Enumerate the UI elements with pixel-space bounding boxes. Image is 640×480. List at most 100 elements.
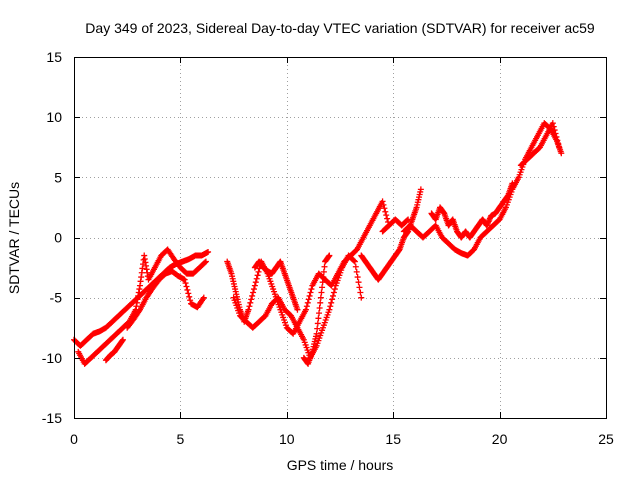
data-point-fill xyxy=(380,201,387,208)
data-point-fill xyxy=(320,274,327,281)
y-tick-label: 0 xyxy=(54,230,62,246)
data-point-fill xyxy=(306,292,313,299)
data-point xyxy=(379,198,386,205)
data-point-fill xyxy=(319,284,326,291)
data-point-fill xyxy=(247,299,254,306)
data-point-fill xyxy=(249,292,256,299)
data-point xyxy=(313,330,320,337)
data-point-fill xyxy=(318,289,325,296)
x-tick-label: 15 xyxy=(385,431,401,447)
y-tick-label: -15 xyxy=(42,410,62,426)
data-point-fill xyxy=(255,268,262,275)
data-point-fill xyxy=(202,259,209,266)
y-tick-label: 5 xyxy=(54,169,62,185)
data-point-fill xyxy=(555,140,562,147)
data-point-fill xyxy=(383,212,390,219)
marks-layer xyxy=(71,120,565,367)
data-point-fill xyxy=(254,272,261,279)
data-point-fill xyxy=(248,296,255,303)
data-point xyxy=(251,282,258,289)
data-point-fill xyxy=(250,286,257,293)
y-tick-label: -5 xyxy=(50,290,63,306)
data-point-fill xyxy=(320,268,327,275)
data-point-fill xyxy=(357,289,364,296)
data-point xyxy=(245,306,252,313)
data-point-fill xyxy=(316,310,323,317)
data-point-fill xyxy=(314,320,321,327)
data-point-fill xyxy=(308,286,315,293)
data-point xyxy=(405,216,412,223)
data-point-fill xyxy=(315,315,322,322)
data-point-fill xyxy=(184,286,191,293)
data-point-fill xyxy=(551,127,558,134)
data-point-fill xyxy=(187,297,194,304)
data-point xyxy=(417,186,424,193)
data-point xyxy=(294,306,301,313)
data-point xyxy=(509,180,516,187)
data-point-fill xyxy=(330,292,337,299)
data-point-fill xyxy=(553,133,560,140)
data-point-fill xyxy=(182,280,189,287)
data-point-fill xyxy=(250,289,257,296)
data-point-fill xyxy=(381,205,388,212)
x-tick-label: 0 xyxy=(70,431,78,447)
y-tick-label: -10 xyxy=(42,350,62,366)
data-point-fill xyxy=(354,274,361,281)
data-point-fill xyxy=(355,279,362,286)
data-point-fill xyxy=(328,299,335,306)
data-point-fill xyxy=(350,257,357,264)
y-tick-label: 15 xyxy=(46,49,62,65)
data-point-fill xyxy=(331,286,338,293)
y-tick-label: 10 xyxy=(46,109,62,125)
tick-layer: 0 5 10 15 20 25 -15 -10 -5 0 5 10 15 xyxy=(42,49,614,447)
data-point-fill xyxy=(327,303,334,310)
data-point-fill xyxy=(252,279,259,286)
data-point-fill xyxy=(330,289,337,296)
data-point-fill xyxy=(319,279,326,286)
data-point-fill xyxy=(382,208,389,215)
data-point-fill xyxy=(253,275,260,282)
data-point xyxy=(326,306,333,313)
data-point xyxy=(351,258,358,265)
data-point xyxy=(358,294,365,301)
data-point xyxy=(556,144,563,151)
data-point xyxy=(202,258,209,265)
x-tick-label: 10 xyxy=(279,431,295,447)
y-axis-label: SDTVAR / TECUs xyxy=(6,182,22,294)
data-point-fill xyxy=(314,325,321,332)
data-point-fill xyxy=(554,137,561,144)
data-point-fill xyxy=(246,303,253,310)
data-point-fill xyxy=(352,263,359,270)
data-point-fill xyxy=(552,130,559,137)
data-point-fill xyxy=(303,303,310,310)
data-point xyxy=(558,150,565,157)
data-point-fill xyxy=(185,290,192,297)
data-point-fill xyxy=(316,304,323,311)
data-point-fill xyxy=(356,284,363,291)
x-axis-label: GPS time / hours xyxy=(287,457,394,473)
data-point xyxy=(302,306,309,313)
data-point xyxy=(317,294,324,301)
data-point xyxy=(326,252,333,259)
x-tick-label: 20 xyxy=(492,431,508,447)
chart-title: Day 349 of 2023, Sidereal Day-to-day VTE… xyxy=(85,20,595,36)
data-point xyxy=(200,294,207,301)
grid-layer xyxy=(74,57,606,418)
x-tick-label: 25 xyxy=(598,431,614,447)
data-point-fill xyxy=(353,268,360,275)
data-point-fill xyxy=(321,263,328,270)
data-point-fill xyxy=(304,299,311,306)
data-point-fill xyxy=(317,299,324,306)
data-point-fill xyxy=(384,215,391,222)
data-point-fill xyxy=(186,293,193,300)
data-point-fill xyxy=(329,296,336,303)
data-point xyxy=(205,248,212,255)
data-point-fill xyxy=(404,217,411,224)
x-tick-label: 5 xyxy=(177,431,185,447)
data-point xyxy=(119,336,126,343)
data-point-fill xyxy=(550,123,557,130)
data-point xyxy=(181,276,188,283)
data-point-fill xyxy=(183,283,190,290)
data-point-fill xyxy=(307,289,314,296)
